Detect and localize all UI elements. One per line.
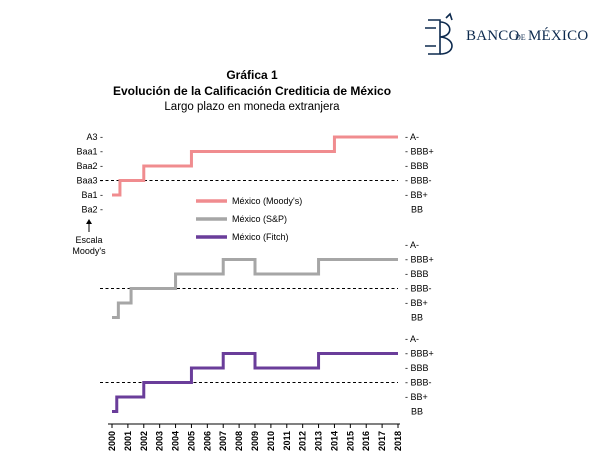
right-tick-label: - BBB [405, 363, 429, 373]
brand-banco: BANCO [466, 28, 520, 44]
right-tick-label: - BBB+ [405, 349, 434, 359]
series-line-1 [112, 135, 398, 197]
left-tick-label: Ba2 - [81, 205, 103, 215]
right-tick-label: - BB+ [405, 298, 428, 308]
scale-label-line-1: Escala [75, 235, 102, 245]
right-tick-label: - A- [405, 240, 419, 250]
moodys-scale-note: Escala Moody's [72, 219, 106, 256]
x-tick-label: 2001 [123, 431, 133, 451]
series-line-3 [112, 352, 398, 413]
brand-de: DE [515, 33, 526, 42]
x-tick-label: 2003 [155, 431, 165, 451]
x-axis: 2000 2001 2002 2003 2004 2005 2006 2007 2008 2009… [107, 423, 403, 451]
x-tick-label: 2002 [139, 431, 149, 451]
legend-label: México (S&P) [232, 214, 287, 224]
brand-mexico: MÉXICO [528, 27, 588, 44]
right-tick-label: - BB+ [405, 190, 428, 200]
x-tick-label: 2000 [107, 431, 117, 451]
x-tick-label: 2004 [171, 431, 181, 451]
right-tick-label: - BBB [405, 269, 429, 279]
x-tick-label: 2010 [266, 431, 276, 451]
right-tick-label: - BBB- [405, 284, 432, 294]
scale-label-line-2: Moody's [72, 246, 106, 256]
x-tick-label: 2015 [345, 431, 355, 451]
x-tick-label: 2013 [314, 431, 324, 451]
banxico-logo: BANCO DE MÉXICO [425, 12, 588, 55]
left-tick-label: Baa2 - [76, 161, 103, 171]
right-tick-label: BB [411, 407, 423, 417]
left-tick-label: Baa1 - [76, 147, 103, 157]
right-tick-label: - A- [405, 334, 419, 344]
x-tick-label: 2016 [361, 431, 371, 451]
legend-label: México (Fitch) [232, 232, 289, 242]
right-tick-label: BB [411, 205, 423, 215]
left-axis-moodys: A3 - Baa1 - Baa2 - Baa3 - Ba1 - Ba2 - [76, 132, 103, 215]
x-tick-label: 2007 [218, 431, 228, 451]
right-tick-label: - A- [405, 132, 419, 142]
x-tick-label: 2009 [250, 431, 260, 451]
right-tick-label: - BBB+ [405, 255, 434, 265]
right-tick-label: - BBB- [405, 176, 432, 186]
legend-label: México (Moody's) [232, 196, 302, 206]
right-tick-label: BB [411, 313, 423, 323]
panel-2: - A- - BBB+ - BBB - BBB- - BB+ BB [100, 240, 434, 323]
x-tick-label: 2008 [234, 431, 244, 451]
x-tick-label: 2017 [377, 431, 387, 451]
left-tick-label: Baa3 - [76, 176, 103, 186]
right-tick-label: - BBB+ [405, 147, 434, 157]
x-tick-label: 2011 [282, 431, 292, 451]
legend: México (Moody's) México (S&P) México (Fitc… [196, 196, 302, 242]
right-tick-label: - BBB [405, 161, 429, 171]
x-tick-label: 2005 [186, 431, 196, 451]
rating-panels: - A-- BBB+- BBB- BBB-- BB+BB- A-- BBB+- … [100, 132, 434, 417]
left-tick-label: A3 - [86, 132, 103, 142]
x-tick-label: 2018 [393, 431, 403, 451]
panel-3: - A- - BBB+ - BBB - BBB- - BB+ BB [100, 334, 434, 417]
right-tick-label: - BBB- [405, 378, 432, 388]
x-tick-label: 2014 [329, 431, 339, 451]
panel-1: - A- - BBB+ - BBB - BBB- - BB+ BB [100, 132, 434, 215]
arrow-head-icon [86, 219, 92, 224]
chart-title: Gráfica 1 [226, 68, 278, 82]
series-line-2 [112, 258, 398, 319]
right-tick-label: - BB+ [405, 392, 428, 402]
x-tick-label: 2006 [202, 431, 212, 451]
left-tick-label: Ba1 - [81, 190, 103, 200]
x-tick-label: 2012 [298, 431, 308, 451]
banxico-emblem-icon [425, 12, 453, 55]
chart-subtitle: Evolución de la Calificación Crediticia … [113, 84, 391, 98]
chart-subtitle-2: Largo plazo en moneda extranjera [164, 101, 340, 113]
